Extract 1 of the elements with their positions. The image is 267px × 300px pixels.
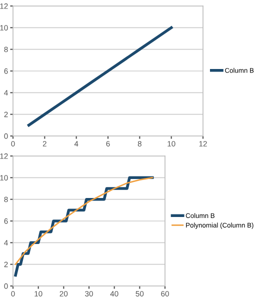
line-series xyxy=(27,26,173,127)
